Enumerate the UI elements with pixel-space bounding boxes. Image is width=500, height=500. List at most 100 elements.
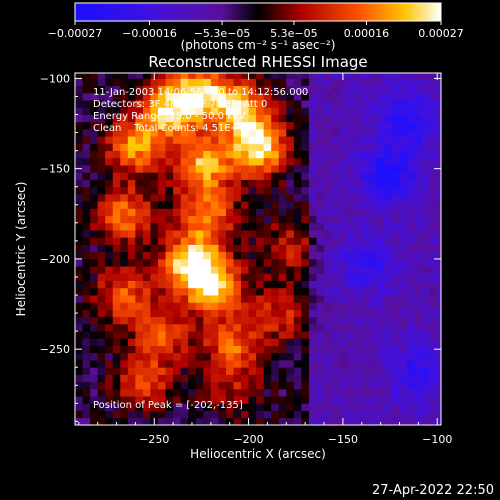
heatmap-cell: [112, 287, 121, 296]
heatmap-cell: [369, 374, 378, 383]
heatmap-cell: [105, 287, 114, 296]
heatmap-cell: [271, 345, 280, 354]
heatmap-cell: [361, 222, 370, 231]
heatmap-cell: [135, 323, 144, 332]
heatmap-cell: [120, 410, 129, 419]
heatmap-cell: [369, 73, 378, 79]
heatmap-cell: [233, 85, 242, 94]
heatmap-cell: [399, 280, 408, 289]
heatmap-cell: [437, 157, 441, 166]
heatmap-cell: [391, 244, 400, 253]
heatmap-cell: [271, 136, 280, 144]
heatmap-cell: [158, 208, 166, 216]
heatmap-cell: [105, 258, 114, 267]
heatmap-cell: [158, 244, 166, 253]
heatmap-cell: [263, 193, 272, 202]
heatmap-cell: [173, 396, 182, 404]
heatmap-cell: [105, 92, 114, 101]
heatmap-cell: [391, 273, 400, 281]
heatmap-cell: [225, 388, 234, 397]
heatmap-cell: [256, 237, 265, 245]
heatmap-cell: [188, 150, 197, 159]
heatmap-cell: [293, 410, 302, 419]
heatmap-cell: [384, 114, 393, 123]
heatmap-cell: [346, 352, 355, 361]
heatmap-cell: [346, 157, 355, 166]
heatmap-cell: [437, 302, 441, 310]
heatmap-cell: [308, 244, 317, 253]
heatmap-cell: [82, 396, 91, 404]
heatmap-cell: [203, 143, 212, 152]
heatmap-cell: [429, 287, 438, 296]
heatmap-cell: [241, 316, 249, 325]
heatmap-cell: [90, 302, 99, 310]
heatmap-cell: [241, 381, 249, 390]
heatmap-cell: [120, 273, 129, 281]
heatmap-cell: [150, 85, 159, 94]
heatmap-cell: [127, 92, 136, 101]
heatmap-cell: [188, 251, 197, 260]
heatmap-cell: [384, 186, 393, 195]
heatmap-cell: [203, 323, 212, 332]
heatmap-cell: [75, 323, 83, 332]
heatmap-cell: [414, 374, 423, 383]
heatmap-cell: [391, 114, 400, 123]
heatmap-cell: [308, 280, 317, 289]
heatmap-cell: [82, 273, 91, 281]
heatmap-cell: [241, 331, 249, 339]
heatmap-cell: [414, 237, 423, 245]
heatmap-cell: [241, 388, 249, 397]
heatmap-cell: [142, 417, 151, 425]
heatmap-cell: [173, 172, 182, 180]
heatmap-cell: [248, 345, 257, 354]
heatmap-cell: [361, 367, 370, 375]
heatmap-cell: [173, 316, 182, 325]
heatmap-cell: [218, 208, 227, 216]
heatmap-cell: [414, 295, 423, 303]
heatmap-cell: [414, 150, 423, 159]
heatmap-cell: [407, 266, 415, 274]
heatmap-cell: [286, 179, 295, 188]
heatmap-cell: [263, 92, 272, 101]
heatmap-cell: [90, 136, 99, 144]
heatmap-cell: [218, 381, 227, 390]
heatmap-cell: [188, 273, 197, 281]
heatmap-cell: [142, 266, 151, 274]
heatmap-cell: [437, 323, 441, 332]
heatmap-cell: [361, 193, 370, 202]
heatmap-cell: [165, 396, 174, 404]
heatmap-cell: [241, 143, 249, 152]
heatmap-cell: [210, 237, 219, 245]
heatmap-cell: [354, 287, 363, 296]
heatmap-cell: [422, 150, 431, 159]
heatmap-cell: [429, 417, 438, 425]
heatmap-cell: [263, 258, 272, 267]
heatmap-cell: [150, 172, 159, 180]
heatmap-cell: [150, 273, 159, 281]
heatmap-cell: [391, 85, 400, 94]
heatmap-cell: [399, 121, 408, 130]
heatmap-cell: [324, 230, 332, 238]
heatmap-cell: [407, 92, 415, 101]
heatmap-cell: [361, 237, 370, 245]
heatmap-cell: [391, 309, 400, 318]
heatmap-cell: [339, 251, 348, 260]
heatmap-cell: [354, 150, 363, 159]
heatmap-cell: [195, 403, 204, 411]
heatmap-cell: [158, 230, 166, 238]
heatmap-cell: [135, 179, 144, 188]
heatmap-cell: [90, 186, 99, 195]
heatmap-cell: [241, 360, 249, 368]
heatmap-cell: [112, 280, 121, 289]
heatmap-cell: [75, 381, 83, 390]
heatmap-cell: [384, 360, 393, 368]
heatmap-cell: [422, 193, 431, 202]
heatmap-cell: [241, 417, 249, 425]
heatmap-cell: [354, 323, 363, 332]
heatmap-cell: [316, 150, 325, 159]
heatmap-cell: [324, 100, 332, 108]
heatmap-cell: [286, 258, 295, 267]
heatmap-cell: [90, 388, 99, 397]
heatmap-cell: [339, 410, 348, 419]
heatmap-cell: [233, 295, 242, 303]
